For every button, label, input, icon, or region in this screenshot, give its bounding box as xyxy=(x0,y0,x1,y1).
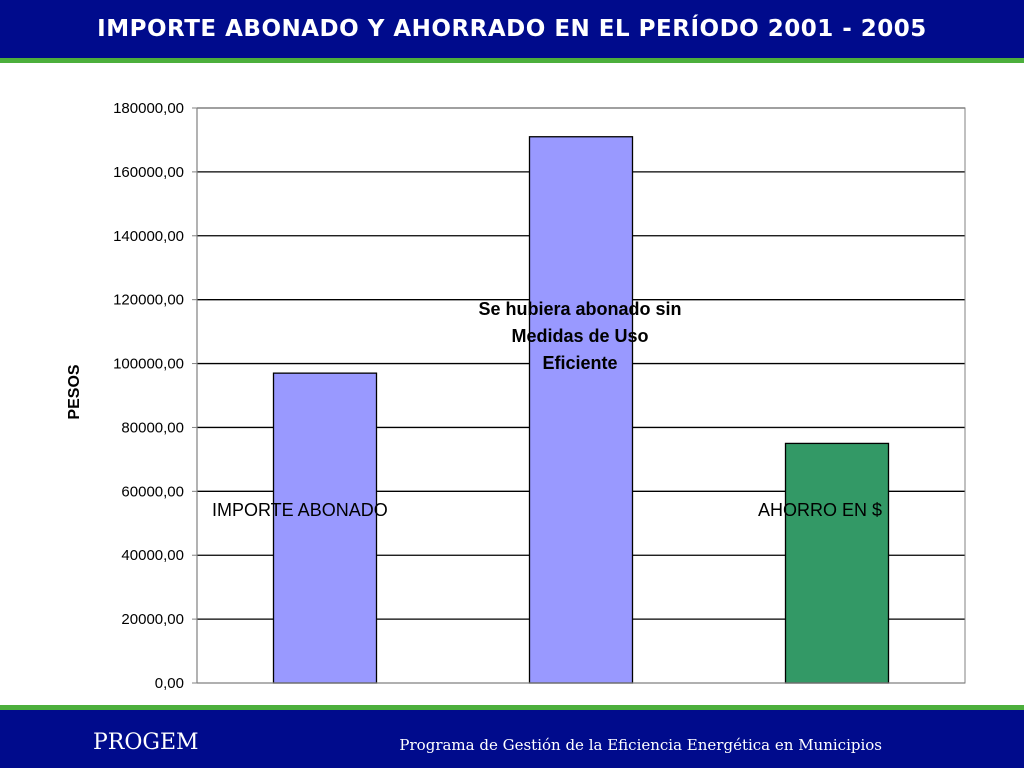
axes xyxy=(196,107,966,684)
y-tick-label: 40000,00 xyxy=(121,547,184,564)
y-tick-label: 60000,00 xyxy=(121,483,184,500)
annotation-line: Eficiente xyxy=(542,353,618,373)
bar xyxy=(528,136,634,684)
annotation-line: Se hubiera abonado sin xyxy=(478,299,682,319)
y-tick-label: 160000,00 xyxy=(113,164,184,181)
header-bar: IMPORTE ABONADO Y AHORRADO EN EL PERÍODO… xyxy=(0,0,1024,58)
bar-chart: 0,00 20000,00 40000,00 60000,00 80000,00 1000… xyxy=(66,100,966,692)
bar xyxy=(272,372,378,684)
y-tick-label: 100000,00 xyxy=(113,356,184,373)
annotation-ahorro: AHORRO EN $ xyxy=(758,500,883,520)
footer-bar: PROGEM Programa de Gestión de la Eficien… xyxy=(0,710,1024,768)
footer-program-name: Programa de Gestión de la Eficiencia Ene… xyxy=(399,736,882,754)
y-tick-label: 0,00 xyxy=(155,675,184,692)
y-tick-label: 140000,00 xyxy=(113,228,184,245)
header-accent-line xyxy=(0,58,1024,63)
y-tick-label: 180000,00 xyxy=(113,100,184,117)
y-tick-label: 20000,00 xyxy=(121,611,184,628)
y-axis-title: PESOS xyxy=(66,364,83,419)
annotation-sin-medidas: Se hubiera abonado sin Medidas de Uso Ef… xyxy=(440,296,720,377)
y-tick-label: 120000,00 xyxy=(113,292,184,309)
annotation-line: Medidas de Uso xyxy=(511,326,649,346)
annotation-importe-abonado: IMPORTE ABONADO xyxy=(212,500,388,520)
bars xyxy=(272,136,890,684)
footer-accent-line xyxy=(0,705,1024,710)
page-title: IMPORTE ABONADO Y AHORRADO EN EL PERÍODO… xyxy=(97,16,927,42)
y-tick-label: 80000,00 xyxy=(121,419,184,436)
bar xyxy=(784,442,890,684)
y-tick-labels: 0,00 20000,00 40000,00 60000,00 80000,00 1000… xyxy=(113,100,184,692)
footer-brand: PROGEM xyxy=(93,730,199,755)
